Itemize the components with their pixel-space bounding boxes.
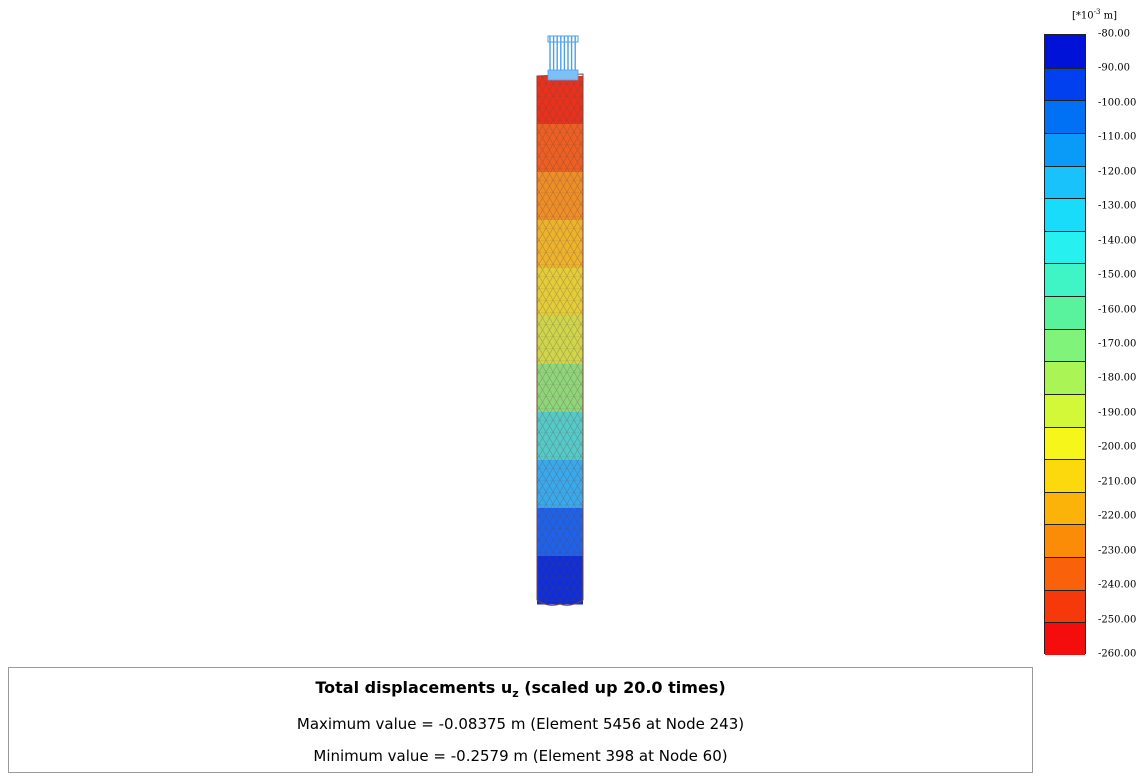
legend-tick-label: -220.00 <box>1098 510 1137 522</box>
legend-tick-label: -230.00 <box>1098 545 1137 557</box>
legend-swatch <box>1045 230 1085 264</box>
mesh-overlay <box>537 76 583 604</box>
legend-swatch <box>1045 622 1085 655</box>
legend-swatch <box>1045 557 1085 590</box>
legend-swatch <box>1045 296 1085 329</box>
legend-swatch <box>1045 328 1085 362</box>
legend-swatch <box>1045 67 1085 101</box>
pile-head-frame <box>547 35 579 43</box>
result-title: Total displacements uz (scaled up 20.0 t… <box>315 678 726 701</box>
legend-swatch <box>1045 361 1085 394</box>
legend-tick-label: -200.00 <box>1098 441 1137 453</box>
model-mesh-view <box>536 35 584 606</box>
legend-swatch <box>1045 393 1085 427</box>
legend-swatch <box>1045 263 1085 297</box>
legend-tick-label: -150.00 <box>1098 269 1137 281</box>
legend-swatch <box>1045 491 1085 525</box>
legend-tick-label: -110.00 <box>1098 131 1137 143</box>
legend-tick-label: -180.00 <box>1098 372 1137 384</box>
legend-swatch <box>1045 426 1085 460</box>
legend-tick-label: -170.00 <box>1098 338 1137 350</box>
legend-swatch <box>1045 524 1085 558</box>
legend-tick-label: -100.00 <box>1098 97 1137 109</box>
legend-tick-label: -90.00 <box>1098 62 1131 74</box>
pile-group <box>547 35 579 81</box>
legend-swatch <box>1045 198 1085 231</box>
legend-swatch <box>1045 459 1085 492</box>
minimum-value-text: Minimum value = -0.2579 m (Element 398 a… <box>313 747 728 765</box>
legend-tick-label: -250.00 <box>1098 614 1137 626</box>
legend-tick-label: -210.00 <box>1098 476 1137 488</box>
legend-swatch <box>1045 35 1085 68</box>
legend-unit-label: [*10-3 m] <box>1072 8 1118 22</box>
maximum-value-text: Maximum value = -0.08375 m (Element 5456… <box>296 715 745 733</box>
legend-swatch <box>1045 589 1085 623</box>
legend-swatch <box>1045 100 1085 133</box>
pile-cap <box>547 69 579 81</box>
legend-color-bar <box>1044 34 1086 655</box>
legend-tick-label: -120.00 <box>1098 166 1137 178</box>
legend-tick-label: -240.00 <box>1098 579 1137 591</box>
legend-swatch <box>1045 165 1085 199</box>
legend-tick-label: -80.00 <box>1098 28 1131 40</box>
legend-tick-label: -260.00 <box>1098 648 1137 660</box>
legend-tick-label: -140.00 <box>1098 235 1137 247</box>
legend-swatch <box>1045 132 1085 166</box>
legend-tick-label: -130.00 <box>1098 200 1137 212</box>
legend-tick-label: -190.00 <box>1098 407 1137 419</box>
legend-tick-label: -160.00 <box>1098 304 1137 316</box>
result-info-box: Total displacements uz (scaled up 20.0 t… <box>8 667 1033 773</box>
